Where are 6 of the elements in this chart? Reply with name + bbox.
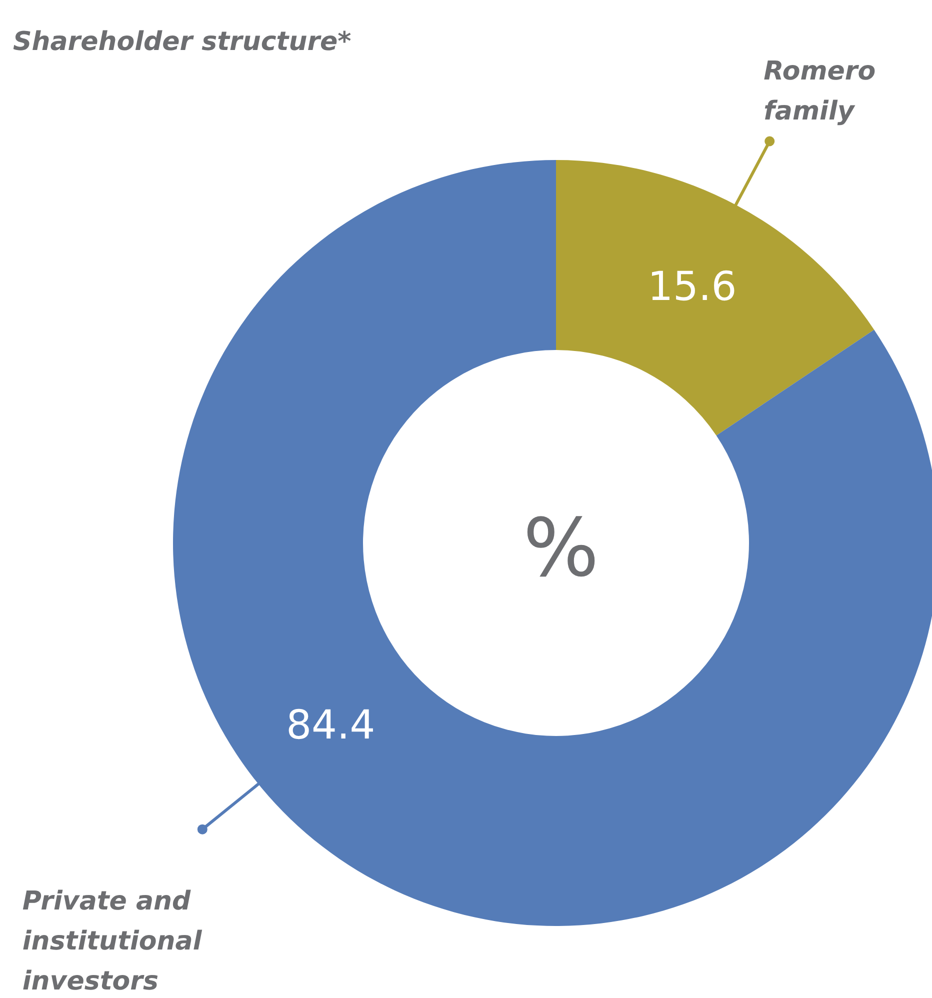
chart-title: Shareholder structure* bbox=[13, 27, 352, 57]
data-label: 15.6 bbox=[648, 264, 737, 310]
slice-label: Private and institutional investors bbox=[22, 886, 203, 996]
slice-label: Romero family bbox=[764, 56, 876, 126]
data-label: 84.4 bbox=[286, 702, 376, 749]
text: % bbox=[522, 502, 600, 594]
